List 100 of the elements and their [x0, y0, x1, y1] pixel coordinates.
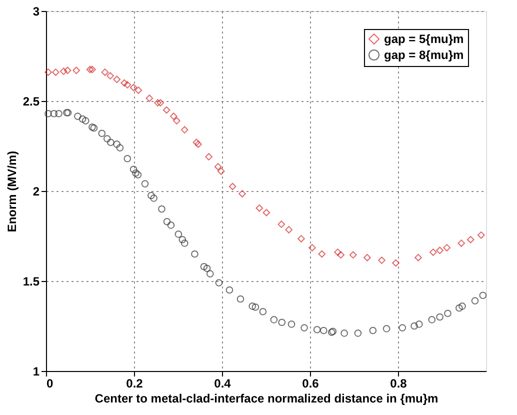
point [369, 326, 377, 334]
point [382, 325, 390, 332]
point [414, 254, 422, 262]
point [180, 126, 188, 134]
x-tick-label: 0 [46, 376, 54, 390]
y-tick-label: 2 [32, 184, 40, 198]
point [82, 117, 90, 124]
point [248, 302, 256, 310]
point [318, 250, 326, 258]
point [478, 231, 485, 239]
x-tick-label: 0.8 [390, 376, 408, 390]
point [116, 144, 124, 152]
point [55, 110, 62, 118]
point [340, 330, 348, 337]
point [167, 222, 175, 229]
point [107, 138, 114, 146]
point [86, 66, 94, 74]
point [98, 130, 106, 138]
point [285, 226, 293, 234]
point [270, 316, 278, 324]
x-axis-title: Center to metal-clad-interface normalized distance in {mu}m [94, 392, 438, 406]
point [236, 295, 244, 303]
y-tick-label: 3 [32, 4, 40, 18]
point [214, 163, 222, 170]
point [436, 313, 444, 321]
point [124, 154, 132, 162]
point [156, 99, 164, 106]
point [203, 264, 211, 272]
point [256, 204, 264, 212]
point [320, 326, 328, 334]
point [436, 246, 444, 254]
point [44, 110, 52, 118]
y-tick-label: 2.5 [22, 94, 40, 108]
point [415, 320, 423, 328]
point [206, 270, 214, 278]
point [334, 248, 342, 256]
point [215, 279, 223, 286]
point [288, 320, 296, 328]
point [90, 124, 98, 132]
point [50, 110, 58, 118]
point [200, 262, 208, 270]
point [354, 330, 362, 337]
point [300, 324, 308, 332]
point [458, 240, 466, 247]
point [74, 112, 82, 120]
point [106, 72, 114, 80]
point [192, 138, 200, 146]
point [308, 244, 316, 252]
point [178, 236, 186, 244]
x-tick-label: 0.2 [126, 376, 144, 390]
point [430, 248, 437, 256]
point [162, 106, 170, 114]
point [444, 310, 452, 318]
point [113, 140, 120, 148]
point [78, 115, 86, 123]
point [471, 297, 479, 304]
point [259, 308, 267, 316]
point [479, 292, 487, 300]
point [443, 244, 450, 252]
point [154, 99, 162, 106]
point [349, 251, 357, 259]
point [88, 123, 96, 131]
point [130, 166, 138, 174]
point [52, 68, 60, 76]
point [458, 302, 466, 310]
point [298, 235, 305, 242]
point [60, 68, 68, 75]
x-tick-label: 0.6 [302, 376, 320, 390]
point [194, 140, 202, 148]
point [378, 256, 386, 264]
point [174, 230, 182, 238]
point [134, 86, 142, 94]
point [146, 94, 154, 102]
point [278, 318, 286, 326]
point [124, 81, 132, 88]
point [72, 66, 80, 74]
point [130, 84, 138, 92]
point [398, 324, 406, 332]
point [466, 236, 474, 244]
y-tick-label: 1 [32, 364, 40, 378]
y-tick-label: 1.5 [22, 274, 40, 288]
point [364, 254, 371, 262]
point [113, 76, 120, 84]
point [262, 208, 270, 216]
point [170, 112, 178, 120]
point [337, 251, 344, 259]
point [104, 135, 111, 142]
point [238, 190, 246, 198]
point [163, 218, 171, 226]
point [428, 316, 436, 324]
point [410, 322, 418, 330]
point [173, 117, 180, 124]
point [228, 182, 236, 190]
legend-label: gap = 5{mu}m [384, 32, 464, 46]
point [252, 303, 260, 311]
point [132, 169, 140, 177]
point [191, 250, 198, 258]
point [64, 66, 72, 74]
point [158, 205, 166, 213]
point [205, 153, 212, 160]
